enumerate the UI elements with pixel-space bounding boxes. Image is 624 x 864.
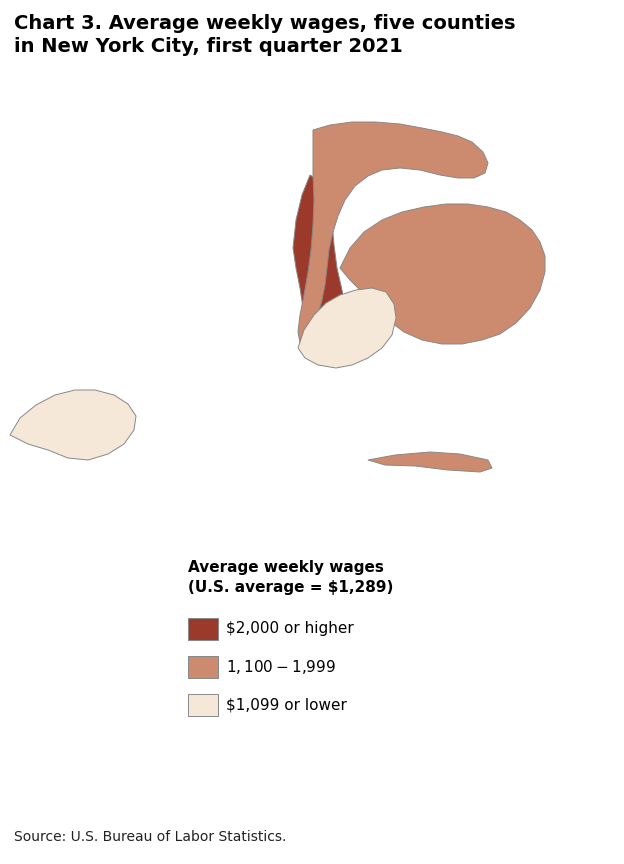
Text: $1,100 - $1,999: $1,100 - $1,999 [226,658,336,676]
Text: Chart 3. Average weekly wages, five counties
in New York City, first quarter 202: Chart 3. Average weekly wages, five coun… [14,14,515,56]
Polygon shape [10,390,136,460]
Bar [188,656,218,678]
Bar [188,618,218,640]
Polygon shape [298,122,488,345]
Text: Average weekly wages
(U.S. average = $1,289): Average weekly wages (U.S. average = $1,… [188,560,393,594]
Text: Source: U.S. Bureau of Labor Statistics.: Source: U.S. Bureau of Labor Statistics. [14,830,286,844]
Text: $2,000 or higher: $2,000 or higher [226,621,354,637]
Polygon shape [298,288,396,368]
Text: $1,099 or lower: $1,099 or lower [226,697,347,713]
Polygon shape [368,452,492,472]
Bar [188,694,218,716]
Polygon shape [293,175,348,348]
Polygon shape [340,204,545,344]
